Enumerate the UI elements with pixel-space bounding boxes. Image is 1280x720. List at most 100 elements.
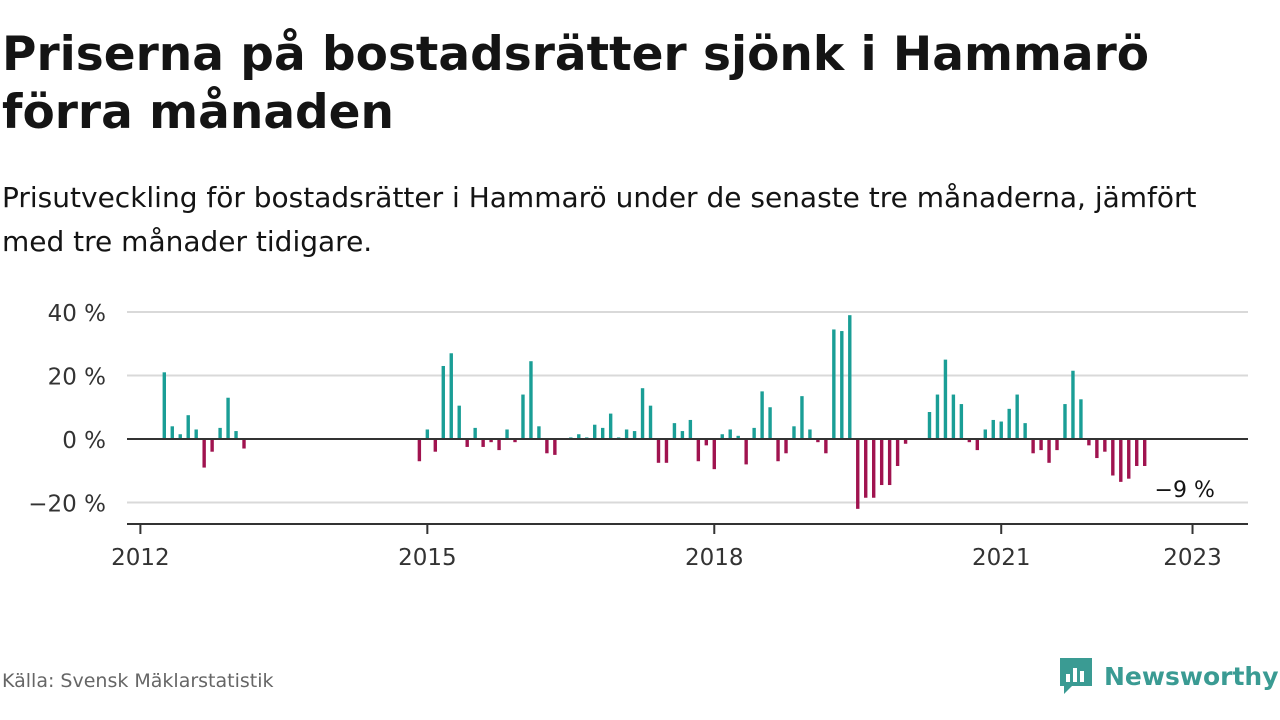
bar	[800, 396, 804, 439]
bar	[226, 397, 230, 439]
bar	[1079, 399, 1083, 439]
bar	[840, 331, 844, 439]
bar	[887, 439, 892, 486]
bar	[872, 439, 876, 498]
x-tick-label: 2018	[685, 545, 744, 571]
bar	[656, 439, 661, 463]
bar	[425, 429, 430, 439]
bar	[640, 388, 645, 439]
bar	[959, 404, 964, 439]
labels: 40 % 20 % 0 % −20 % 2012 2015 2018 2021 2023 −9 %	[28, 301, 1222, 571]
bar	[1023, 423, 1027, 440]
bar	[824, 439, 828, 454]
bar	[768, 407, 772, 439]
bar	[744, 439, 748, 465]
bar	[983, 429, 987, 439]
bar	[752, 427, 756, 439]
bar	[688, 419, 693, 439]
bar	[537, 426, 541, 439]
bar	[999, 421, 1003, 439]
bar	[808, 429, 812, 439]
bar	[832, 329, 836, 439]
axes	[127, 438, 1248, 534]
bar	[792, 426, 796, 439]
bar	[194, 429, 198, 439]
bar	[760, 391, 764, 440]
bar	[505, 429, 509, 439]
bar	[943, 359, 948, 440]
bar	[457, 405, 461, 439]
chart-title: Priserna på bostadsrätter sjönk i Hammar…	[2, 27, 1150, 140]
bar	[1055, 439, 1059, 451]
x-tick-label: 2015	[398, 545, 457, 571]
bar	[712, 439, 716, 470]
bar	[162, 372, 166, 439]
bar	[608, 413, 613, 439]
bar	[720, 434, 724, 439]
bar	[1111, 439, 1115, 476]
bar	[1031, 439, 1035, 454]
bar	[170, 426, 174, 439]
bar	[1127, 439, 1131, 479]
bar	[1095, 439, 1099, 459]
last-value-label: −9 %	[1155, 478, 1215, 503]
y-tick-label: 40 %	[48, 301, 106, 327]
bar	[664, 439, 669, 463]
bar	[417, 439, 422, 462]
bar	[1103, 439, 1107, 452]
bar	[848, 315, 852, 439]
bar	[1039, 439, 1043, 451]
bar	[903, 439, 908, 444]
x-tick-label: 2021	[972, 545, 1031, 571]
bar	[1135, 439, 1139, 466]
y-tick-label: 0 %	[62, 428, 106, 454]
bar	[441, 365, 445, 439]
bar	[624, 429, 629, 439]
bar	[680, 431, 685, 439]
bar	[210, 439, 214, 452]
bar	[513, 439, 517, 443]
bar	[202, 439, 206, 468]
bar	[449, 353, 453, 439]
bar	[489, 439, 493, 443]
x-tick-label: 2012	[111, 545, 170, 571]
bar	[935, 394, 940, 439]
gridlines	[127, 311, 1248, 504]
bar	[632, 431, 637, 439]
bar	[600, 427, 605, 439]
bar	[879, 439, 884, 486]
bar	[1063, 404, 1067, 439]
bar	[1087, 439, 1091, 446]
bar	[856, 439, 860, 509]
x-tick-label: 2023	[1163, 545, 1222, 571]
bar	[242, 439, 246, 449]
bar	[218, 427, 222, 439]
bar	[776, 439, 780, 462]
bar	[672, 423, 677, 440]
bar	[816, 439, 820, 443]
bar	[481, 439, 485, 447]
bars	[162, 315, 1147, 509]
bar	[696, 439, 701, 462]
bar	[529, 361, 533, 439]
bar	[497, 439, 501, 451]
bar	[784, 439, 788, 454]
bar	[951, 394, 956, 439]
bar	[1071, 370, 1075, 439]
bar	[178, 434, 182, 439]
bar	[895, 439, 900, 466]
brand-logo: Newsworthy	[1058, 654, 1279, 698]
newsworthy-logo-icon	[1060, 658, 1092, 694]
bar	[521, 394, 525, 439]
bar	[553, 439, 557, 455]
bar	[186, 415, 190, 439]
bar	[1007, 408, 1011, 439]
bar	[648, 405, 653, 439]
bar	[577, 434, 581, 439]
source-note: Källa: Svensk Mäklarstatistik	[2, 670, 274, 692]
chart-subtitle: Prisutveckling för bostadsrätter i Hamma…	[2, 181, 1197, 258]
bar	[473, 427, 477, 439]
bar	[975, 439, 980, 451]
brand-name: Newsworthy	[1104, 661, 1279, 691]
